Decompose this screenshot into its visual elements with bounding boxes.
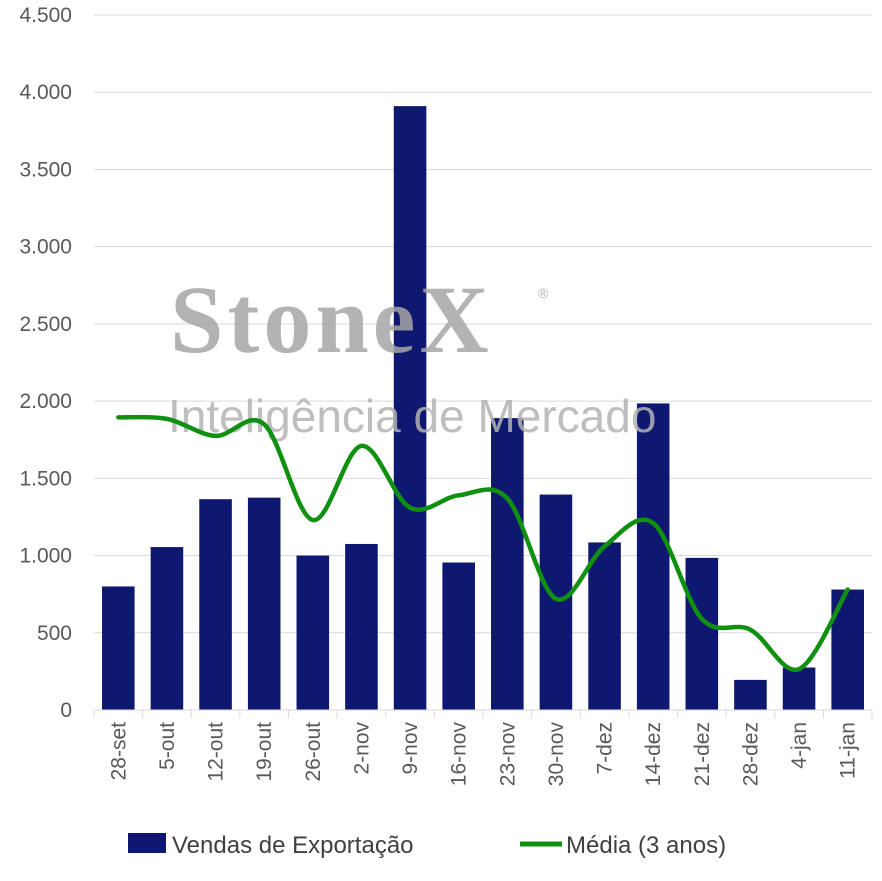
x-tick-label: 23-nov bbox=[496, 722, 519, 787]
x-tick-label: 30-nov bbox=[545, 722, 568, 787]
y-tick-label: 3.000 bbox=[19, 236, 72, 259]
bar bbox=[636, 403, 670, 710]
x-tick-label: 12-out bbox=[205, 722, 228, 782]
bar bbox=[199, 499, 232, 710]
y-tick-label: 1.000 bbox=[19, 545, 72, 568]
x-tick-label: 7-dez bbox=[594, 722, 617, 775]
bar bbox=[296, 555, 330, 710]
watermark-tagline: Inteligência de Mercado bbox=[168, 390, 656, 442]
y-tick-label: 0 bbox=[60, 699, 72, 722]
legend-label-line: Média (3 anos) bbox=[566, 832, 726, 859]
bar bbox=[345, 543, 378, 710]
x-tick-label: 5-out bbox=[156, 722, 179, 770]
x-tick-label: 26-out bbox=[302, 722, 325, 782]
watermark-brand: StoneX bbox=[170, 266, 493, 373]
bar-series bbox=[102, 106, 864, 711]
y-axis-ticks: 0 500 1.000 1.500 2.000 2.500 3.000 3.500 4.000 4… bbox=[19, 4, 72, 722]
x-tick-label: 21-dez bbox=[691, 722, 714, 786]
bar bbox=[393, 106, 427, 711]
x-tick-label: 28-set bbox=[107, 722, 130, 781]
x-tick-label: 14-dez bbox=[642, 722, 665, 786]
x-tick-label: 4-jan bbox=[788, 722, 811, 769]
x-tick-label: 16-nov bbox=[448, 722, 471, 787]
bar bbox=[588, 542, 621, 710]
y-tick-label: 1.500 bbox=[19, 467, 72, 490]
x-axis-ticks: 28-set 5-out 12-out 19-out 26-out 2-nov 9-nov 1… bbox=[93, 710, 873, 787]
y-tick-label: 2.000 bbox=[19, 390, 72, 413]
bar bbox=[102, 586, 135, 710]
line-path bbox=[116, 414, 850, 672]
x-tick-label: 9-nov bbox=[399, 722, 422, 775]
bar bbox=[247, 497, 281, 710]
y-tick-label: 2.500 bbox=[19, 313, 72, 336]
watermark-registered-mark: ® bbox=[538, 285, 549, 301]
legend: Vendas de Exportação Média (3 anos) bbox=[128, 832, 726, 859]
bar bbox=[734, 679, 767, 710]
x-tick-label: 11-jan bbox=[837, 722, 860, 779]
y-tick-label: 500 bbox=[37, 622, 72, 645]
bar bbox=[150, 547, 184, 710]
x-tick-label: 2-nov bbox=[350, 722, 373, 775]
x-tick-label: 28-dez bbox=[739, 722, 762, 786]
line-series bbox=[116, 414, 850, 672]
y-tick-label: 4.500 bbox=[19, 4, 72, 27]
watermark: StoneX ® Inteligência de Mercado bbox=[168, 266, 656, 442]
bar bbox=[442, 562, 475, 710]
y-tick-label: 3.500 bbox=[19, 158, 72, 181]
y-tick-label: 4.000 bbox=[19, 81, 72, 104]
legend-label-bars: Vendas de Exportação bbox=[172, 832, 414, 859]
bar bbox=[782, 667, 816, 710]
bar bbox=[491, 418, 524, 710]
bar bbox=[685, 557, 719, 710]
bar bbox=[539, 494, 573, 710]
legend-swatch-bars bbox=[128, 833, 166, 853]
x-tick-label: 19-out bbox=[253, 722, 276, 782]
